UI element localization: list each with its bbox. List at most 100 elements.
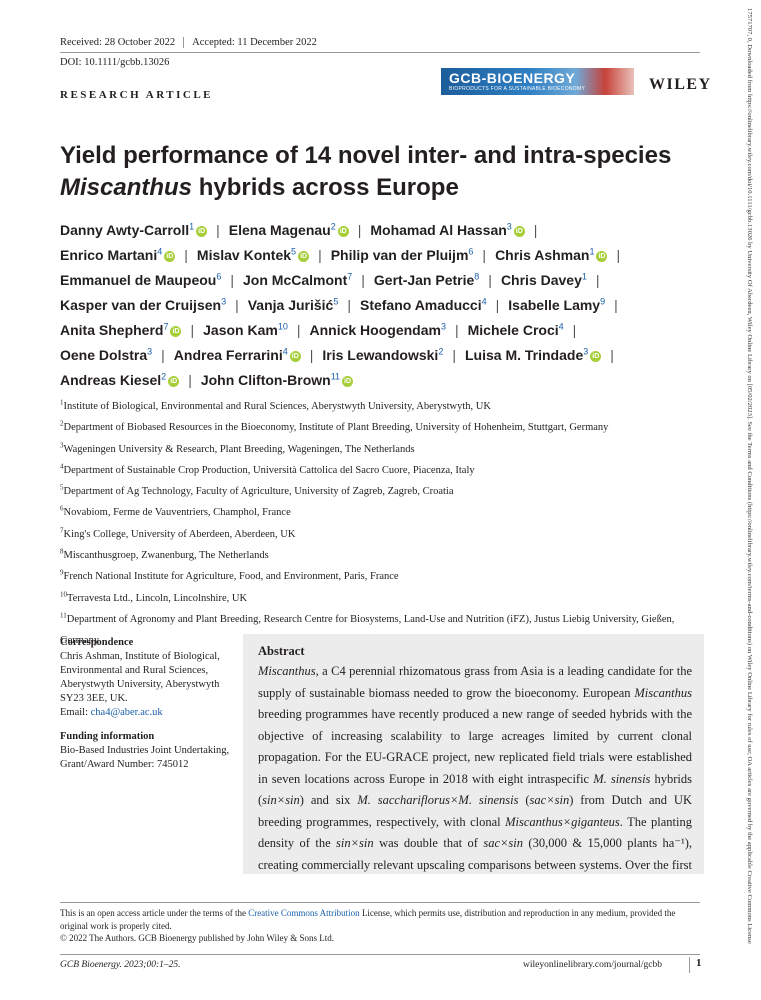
orcid-icon[interactable]: iD bbox=[342, 375, 354, 387]
author-name[interactable]: John Clifton-Brown11 iD bbox=[200, 371, 354, 388]
author-line: Andreas Kiesel2 iD | John Clifton-Brown11 iD bbox=[60, 368, 710, 393]
affiliation: 9French National Institute for Agricultu… bbox=[60, 568, 399, 583]
author-name[interactable]: Michele Croci4 bbox=[467, 321, 564, 338]
affiliation-ref[interactable]: 5 bbox=[291, 246, 297, 257]
author-line: Kasper van der Cruijsen3 | Vanja Jurišić5 |… bbox=[60, 293, 710, 318]
orcid-icon[interactable]: iD bbox=[170, 325, 182, 337]
author-separator: | bbox=[614, 297, 618, 313]
affiliation-ref[interactable]: 3 bbox=[147, 346, 153, 357]
author-separator: | bbox=[610, 347, 614, 363]
author-name[interactable]: Mislav Kontek5 iD bbox=[196, 246, 310, 263]
affiliation-ref[interactable]: 4 bbox=[558, 321, 564, 332]
author-separator: | bbox=[495, 297, 500, 313]
author-name[interactable]: Danny Awty-Carroll1 iD bbox=[60, 221, 208, 238]
orcid-icon[interactable]: iD bbox=[590, 350, 602, 362]
license-link[interactable]: Creative Commons Attribution bbox=[248, 908, 360, 918]
accepted-date: Accepted: 11 December 2022 bbox=[192, 37, 317, 48]
author-separator: | bbox=[188, 372, 192, 388]
author-name[interactable]: Andreas Kiesel2 iD bbox=[60, 371, 180, 388]
affiliation: 5Department of Ag Technology, Faculty of… bbox=[60, 483, 454, 498]
orcid-icon[interactable]: iD bbox=[168, 375, 180, 387]
author-separator: | bbox=[235, 297, 239, 313]
orcid-icon[interactable]: iD bbox=[337, 225, 349, 237]
affiliation-ref[interactable]: 10 bbox=[277, 321, 288, 332]
affiliation-ref[interactable]: 6 bbox=[468, 246, 474, 257]
orcid-icon[interactable]: iD bbox=[513, 225, 525, 237]
author-name[interactable]: Mohamad Al Hassan3 iD bbox=[370, 221, 525, 238]
affiliation-ref[interactable]: 1 bbox=[589, 246, 595, 257]
author-separator: | bbox=[357, 222, 362, 238]
correspondence-line: SY23 3EE, UK. bbox=[60, 693, 128, 704]
download-sidebar: 17571707, 0, Downloaded from https://onl… bbox=[741, 8, 755, 992]
header-rule bbox=[60, 52, 700, 53]
affiliation-ref[interactable]: 2 bbox=[330, 221, 336, 232]
email-link[interactable]: cha4@aber.ac.uk bbox=[90, 707, 163, 718]
author-separator: | bbox=[452, 347, 456, 363]
affiliation-ref[interactable]: 11 bbox=[330, 371, 341, 382]
author-separator: | bbox=[318, 247, 322, 263]
affiliation: 7King's College, University of Aberdeen,… bbox=[60, 526, 296, 540]
affiliation-ref[interactable]: 4 bbox=[481, 296, 487, 307]
abstract-box: Abstract Miscanthus, a C4 perennial rhiz… bbox=[243, 634, 704, 874]
orcid-icon[interactable]: iD bbox=[164, 250, 176, 262]
author-name[interactable]: Annick Hoogendam3 bbox=[309, 321, 446, 338]
journal-logo[interactable]: GCB-BIOENERGY BIOPRODUCTS FOR A SUSTAINA… bbox=[441, 68, 634, 95]
author-name[interactable]: Vanja Jurišić5 bbox=[247, 296, 339, 313]
author-name[interactable]: Philip van der Pluijm6 bbox=[330, 246, 474, 263]
author-separator: | bbox=[296, 322, 301, 338]
journal-website[interactable]: wileyonlinelibrary.com/journal/gcbb bbox=[523, 960, 662, 970]
affiliation-ref[interactable]: 4 bbox=[157, 246, 163, 257]
affiliation-ref[interactable]: 2 bbox=[161, 371, 167, 382]
affiliation-ref[interactable]: 5 bbox=[333, 296, 339, 307]
affiliation-ref[interactable]: 6 bbox=[216, 271, 222, 282]
article-dates: Received: 28 October 2022 Accepted: 11 D… bbox=[60, 37, 317, 48]
affiliation-ref[interactable]: 7 bbox=[347, 271, 353, 282]
correspondence-line: Chris Ashman, Institute of Biological, bbox=[60, 651, 220, 662]
author-name[interactable]: Andrea Ferrarini4 iD bbox=[173, 346, 301, 363]
author-list: Danny Awty-Carroll1 iD | Elena Magenau2 iD | M… bbox=[60, 218, 710, 393]
affiliation-ref[interactable]: 7 bbox=[163, 321, 169, 332]
affiliation-list: 1Institute of Biological, Environmental … bbox=[60, 396, 700, 652]
author-name[interactable]: Gert-Jan Petrie8 bbox=[373, 271, 480, 288]
author-name[interactable]: Enrico Martani4 iD bbox=[60, 246, 176, 263]
license-note: This is an open access article under the… bbox=[60, 907, 700, 945]
orcid-icon[interactable]: iD bbox=[298, 250, 310, 262]
correspondence-line: Aberystwyth University, Aberystwyth bbox=[60, 679, 220, 690]
author-name[interactable]: Iris Lewandowski2 bbox=[322, 346, 444, 363]
orcid-icon[interactable]: iD bbox=[289, 350, 301, 362]
affiliation-ref[interactable]: 3 bbox=[221, 296, 227, 307]
author-separator: | bbox=[595, 272, 600, 288]
author-name[interactable]: Anita Shepherd7 iD bbox=[60, 321, 182, 338]
affiliation-ref[interactable]: 2 bbox=[438, 346, 444, 357]
author-name[interactable]: Isabelle Lamy9 bbox=[508, 296, 606, 313]
affiliation: 10Terravesta Ltd., Lincoln, Lincolnshire… bbox=[60, 590, 248, 604]
author-separator: | bbox=[309, 347, 314, 363]
author-name[interactable]: Chris Davey1 bbox=[500, 271, 587, 288]
author-name[interactable]: Chris Ashman1 iD bbox=[495, 246, 608, 263]
doi[interactable]: DOI: 10.1111/gcbb.13026 bbox=[60, 57, 170, 68]
affiliation-ref[interactable]: 3 bbox=[583, 346, 589, 357]
author-name[interactable]: Stefano Amaducci4 bbox=[359, 296, 487, 313]
copyright: © 2022 The Authors. GCB Bioenergy publis… bbox=[60, 933, 334, 943]
author-line: Oene Dolstra3 | Andrea Ferrarini4 iD | Iris L… bbox=[60, 343, 710, 368]
affiliation-ref[interactable]: 9 bbox=[600, 296, 606, 307]
affiliation-ref[interactable]: 3 bbox=[440, 321, 446, 332]
affiliation-ref[interactable]: 1 bbox=[581, 271, 587, 282]
download-sidebar-text: 17571707, 0, Downloaded from https://onl… bbox=[746, 8, 753, 944]
affiliation-ref[interactable]: 1 bbox=[189, 221, 195, 232]
orcid-icon[interactable]: iD bbox=[596, 250, 608, 262]
author-name[interactable]: Elena Magenau2 iD bbox=[228, 221, 349, 238]
affiliation-ref[interactable]: 4 bbox=[282, 346, 288, 357]
author-name[interactable]: Jon McCalmont7 bbox=[243, 271, 353, 288]
publisher-logo[interactable]: WILEY bbox=[649, 76, 712, 93]
author-name[interactable]: Oene Dolstra3 bbox=[60, 346, 153, 363]
affiliation-ref[interactable]: 3 bbox=[506, 221, 512, 232]
author-name[interactable]: Emmanuel de Maupeou6 bbox=[60, 271, 222, 288]
orcid-icon[interactable]: iD bbox=[196, 225, 208, 237]
footer-rule bbox=[60, 902, 700, 903]
author-name[interactable]: Jason Kam10 bbox=[203, 321, 288, 338]
author-name[interactable]: Kasper van der Cruijsen3 bbox=[60, 296, 227, 313]
affiliation-ref[interactable]: 8 bbox=[474, 271, 480, 282]
author-line: Danny Awty-Carroll1 iD | Elena Magenau2 iD | M… bbox=[60, 218, 710, 243]
author-name[interactable]: Luisa M. Trindade3 iD bbox=[464, 346, 602, 363]
